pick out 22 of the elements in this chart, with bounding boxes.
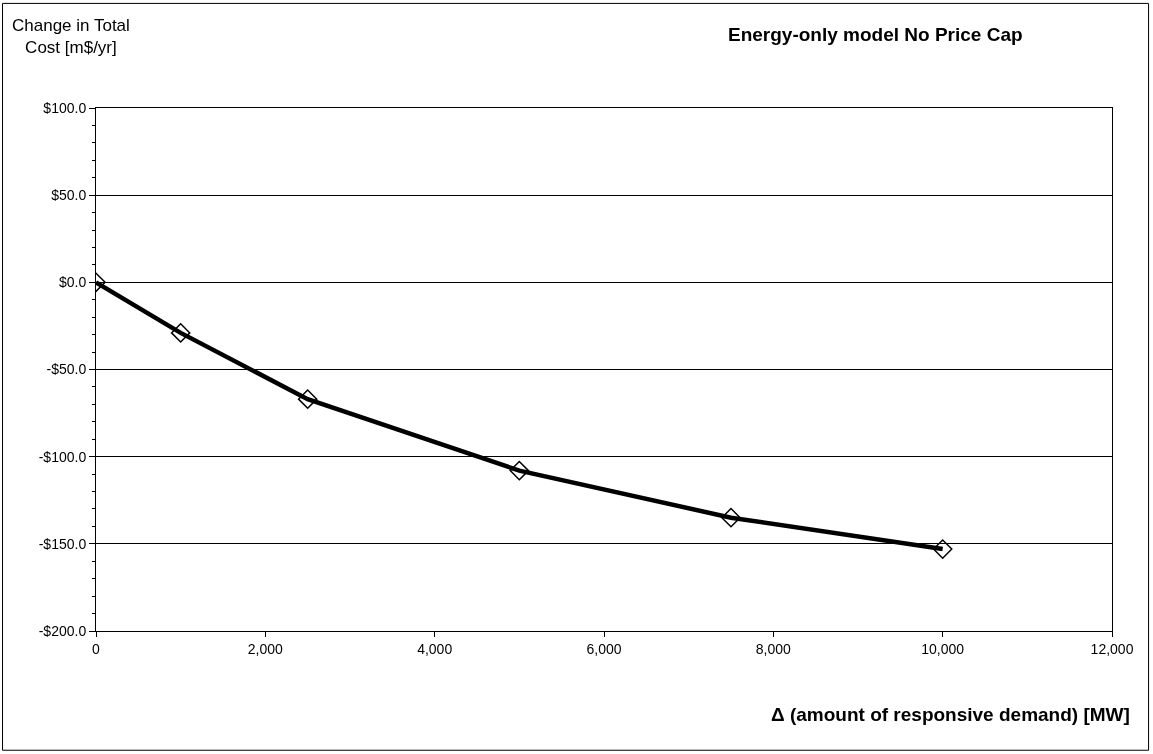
point <box>721 507 741 528</box>
point <box>170 323 191 343</box>
x-tick-label: 8,000 <box>755 640 792 657</box>
x-tick-label: 0 <box>92 640 101 657</box>
chart-title: Energy-only model No Price Cap <box>728 24 1023 45</box>
x-tick-label: 10,000 <box>921 640 965 657</box>
y-tick-label: $100.0 <box>43 99 87 116</box>
x-tick-label: 12,000 <box>1090 640 1134 657</box>
y-axis-title: Change in Total Cost [m$/yr] <box>12 16 130 58</box>
y-tick-label: $0.0 <box>58 274 87 291</box>
y-tick-label: -$50.0 <box>46 361 87 378</box>
point <box>509 460 530 481</box>
point <box>932 539 953 559</box>
x-tick-label: 4,000 <box>417 640 453 657</box>
y-tick-label: -$200.0 <box>38 622 87 639</box>
y-tick-label: -$150.0 <box>38 535 87 552</box>
y-tick-label: $50.0 <box>51 187 87 204</box>
x-tick-label: 2,000 <box>247 640 284 657</box>
y-tick-label: -$100.0 <box>38 448 87 465</box>
x-axis-title: Δ (amount of responsive demand) [MW] <box>771 704 1130 725</box>
point <box>297 389 318 409</box>
x-tick-label: 6,000 <box>586 640 622 657</box>
